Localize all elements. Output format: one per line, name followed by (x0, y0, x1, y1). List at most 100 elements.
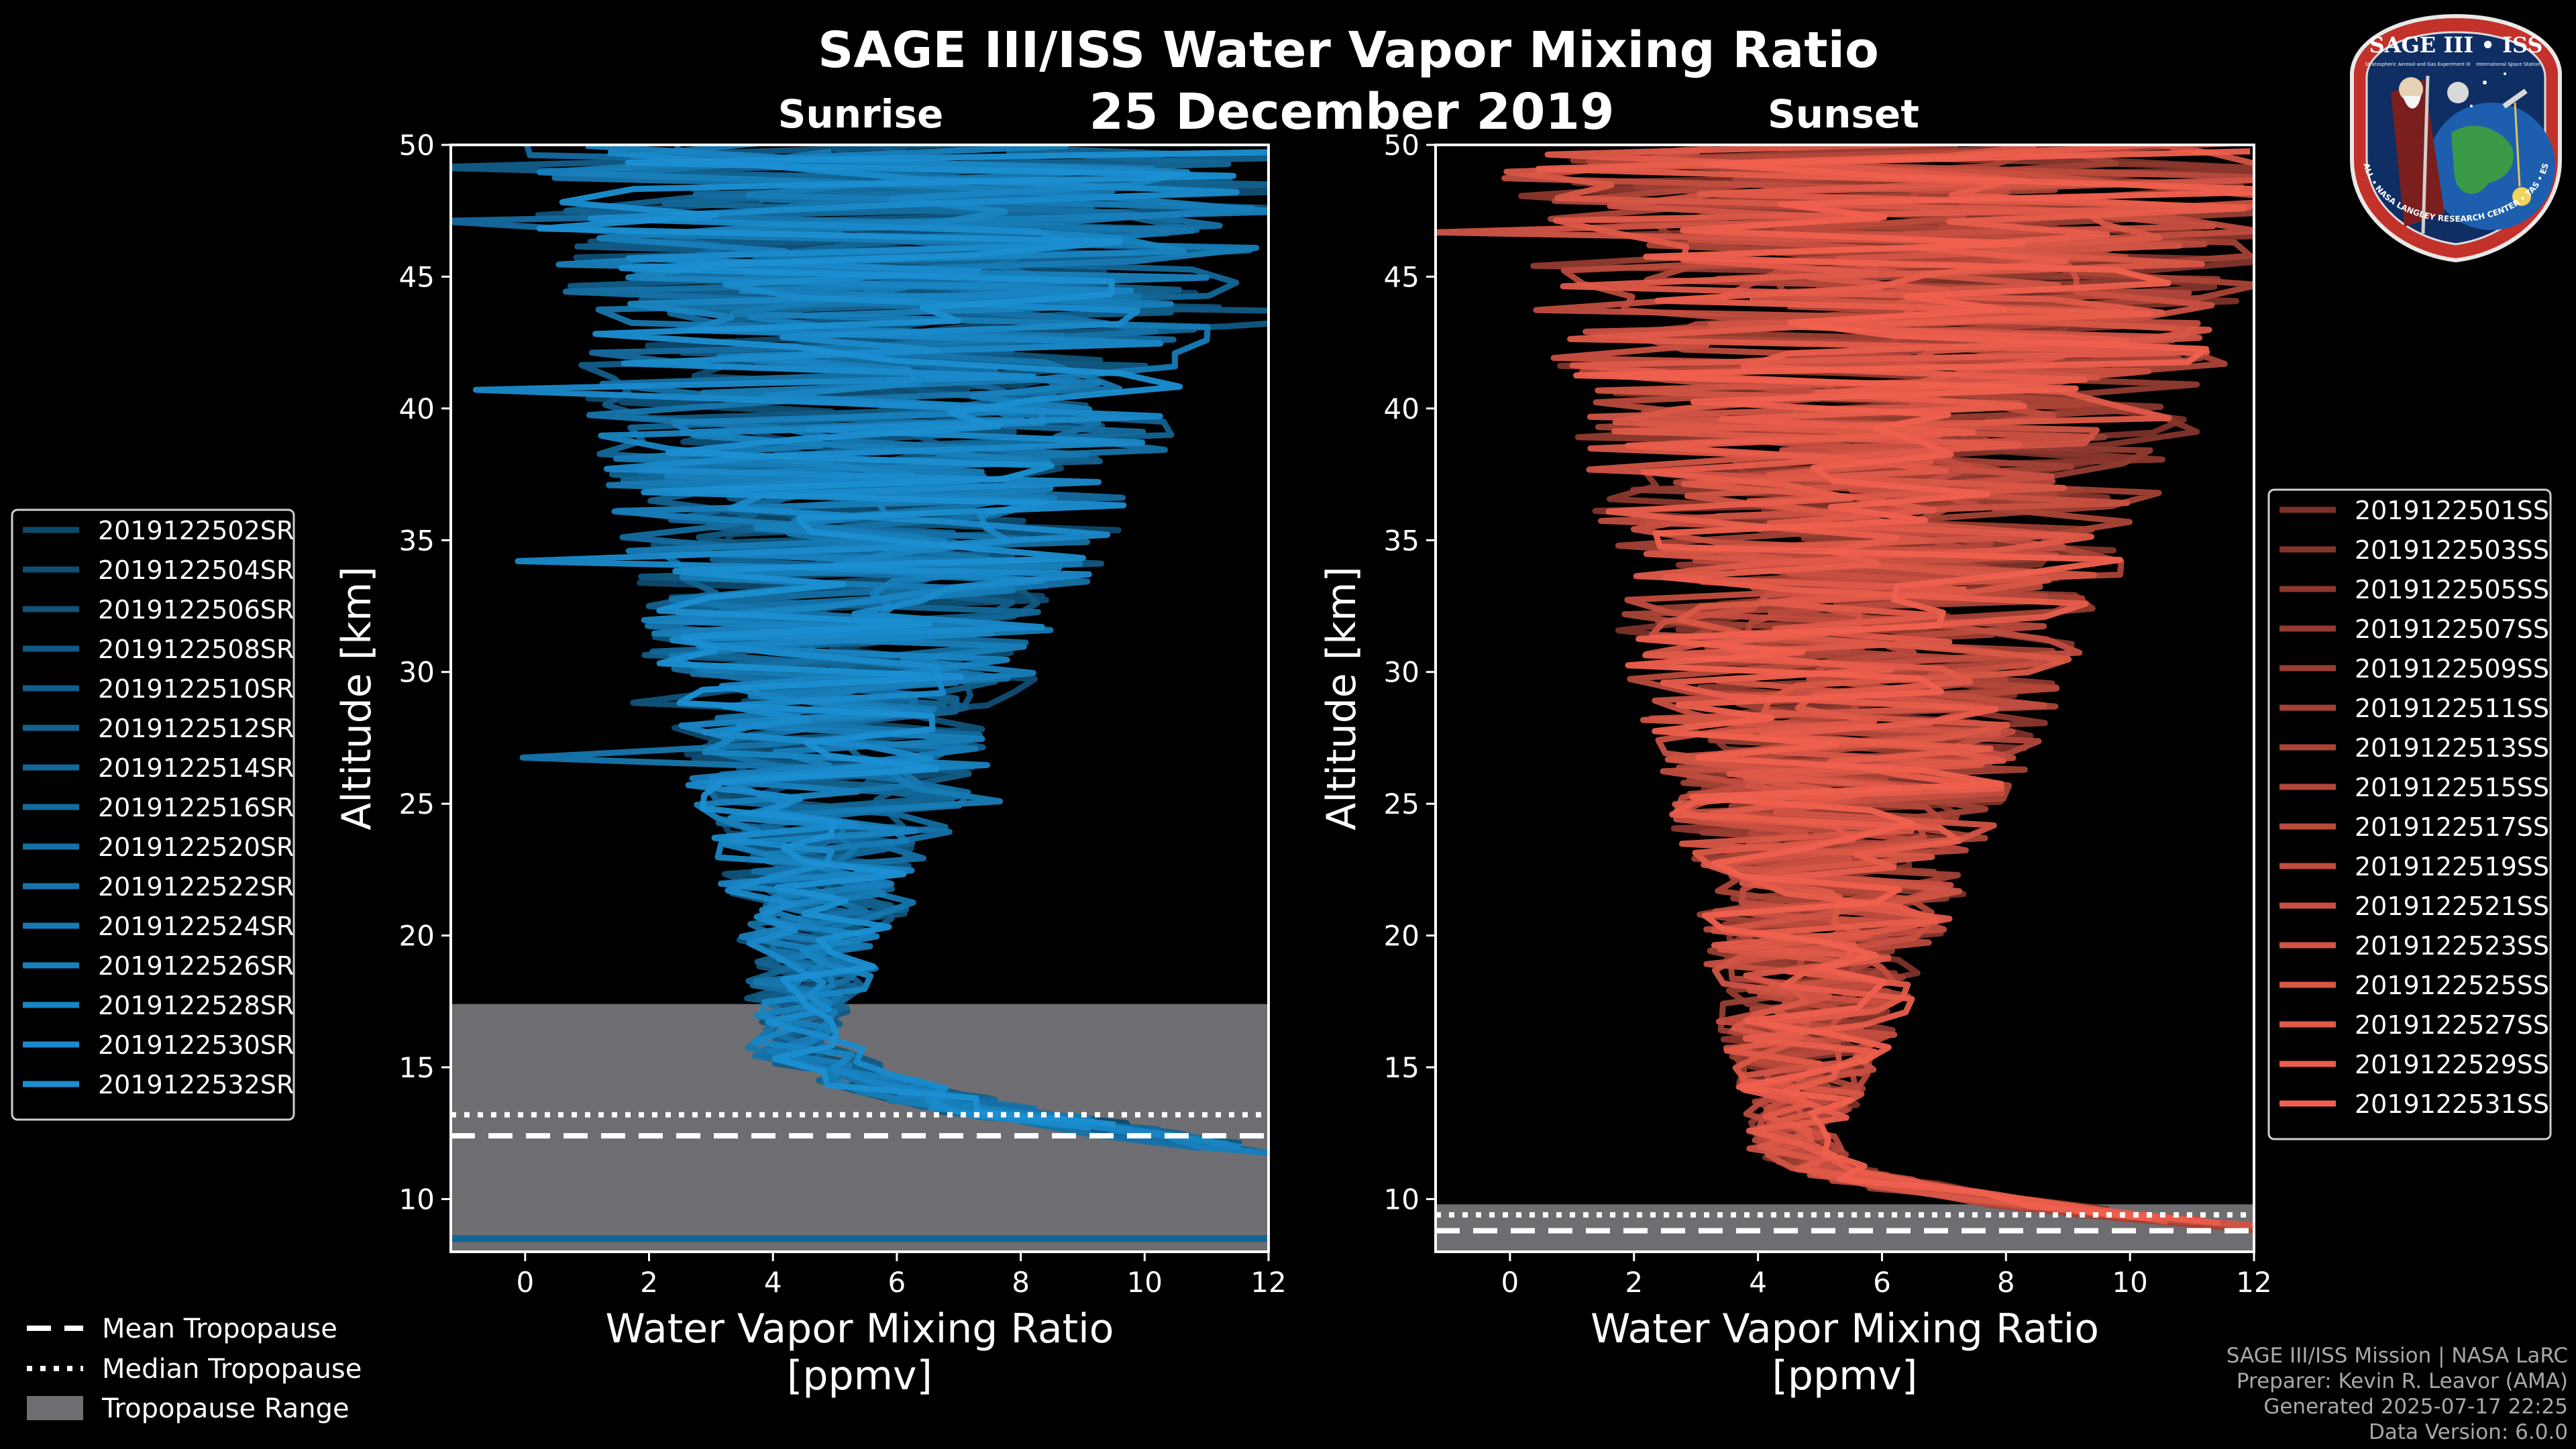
tropo-legend-median-label: Median Tropopause (102, 1354, 362, 1385)
y-axis-label: Altitude [km] (1318, 566, 1365, 830)
x-tick-label: 4 (1749, 1266, 1767, 1299)
legend-entry: 2019122523SS (2355, 931, 2549, 961)
y-tick-label: 15 (1384, 1051, 1419, 1084)
y-tick-label: 45 (1384, 260, 1419, 293)
sunset-panel: 0 2 4 6 8 10 12 10 15 20 25 30 35 40 45 50 Water Vapor M… (1318, 129, 2272, 1399)
profile-line-2019122530SR (472, 150, 1240, 1131)
legend-entry: 2019122510SR (98, 674, 294, 704)
legend-entry: 2019122506SR (98, 595, 294, 625)
footer-credits: SAGE III/ISS Mission | NASA LaRC Prepare… (2226, 1343, 2568, 1445)
legend-entry: 2019122512SR (98, 714, 294, 743)
y-tick-label: 40 (1384, 392, 1419, 425)
tropopause-legend: Mean Tropopause Median Tropopause Tropopau… (27, 1313, 362, 1424)
sunrise-panel: 0 2 4 6 8 10 12 10 15 20 25 30 35 40 45 50 Water Vapor M… (333, 129, 1287, 1399)
chart-date: 25 December 2019 (1089, 83, 1615, 141)
x-tick-label: 0 (516, 1266, 534, 1299)
legend-entry: 2019122505SS (2355, 575, 2549, 604)
legend-box (2267, 488, 2552, 1140)
legend-entry: 2019122530SR (98, 1030, 294, 1060)
tropo-legend-range-label: Tropopause Range (101, 1393, 350, 1424)
legend-entry: 2019122503SS (2355, 535, 2549, 565)
legend-entry: 2019122516SR (98, 793, 294, 822)
legend-entry: 2019122511SS (2355, 694, 2549, 723)
legend-entry: 2019122531SS (2355, 1089, 2549, 1119)
y-tick-label: 40 (399, 392, 435, 425)
x-tick-label: 6 (1873, 1266, 1891, 1299)
x-axis-label: Water Vapor Mixing Ratio (606, 1305, 1114, 1352)
legend-entry: 2019122522SR (98, 872, 294, 902)
y-tick-label: 25 (399, 788, 435, 820)
legend-entry: 2019122519SS (2355, 852, 2549, 881)
legend-entry: 2019122504SR (98, 555, 294, 585)
legend-entry: 2019122517SS (2355, 812, 2549, 842)
badge-top-text: SAGE III • ISS (2369, 32, 2543, 58)
profile-line-2019122520SR (562, 145, 1223, 1151)
y-tick-label: 50 (1384, 129, 1419, 162)
tropo-legend-range-swatch (27, 1396, 83, 1420)
x-tick-label: 2 (1625, 1266, 1643, 1299)
x-tick-label: 10 (1127, 1266, 1163, 1299)
badge-subtitle-right: International Space Station (2476, 62, 2540, 67)
footer-preparer: Preparer: Kevin R. Leavor (AMA) (2236, 1369, 2568, 1393)
legend-entry: 2019122525SS (2355, 971, 2549, 1000)
legend-entry: 2019122532SR (98, 1070, 294, 1099)
x-tick-label: 8 (1012, 1266, 1030, 1299)
sunset-legend: 2019122501SS 2019122503SS 2019122505SS 2019… (2267, 488, 2552, 1140)
legend-entry: 2019122508SR (98, 635, 294, 664)
x-tick-label: 12 (2236, 1266, 2271, 1299)
y-tick-label: 20 (1384, 920, 1419, 953)
x-tick-label: 4 (764, 1266, 782, 1299)
x-axis-label: Water Vapor Mixing Ratio (1591, 1305, 2099, 1352)
y-tick-label: 30 (1384, 656, 1419, 689)
y-tick-label: 35 (399, 524, 435, 557)
y-tick-label: 50 (399, 129, 435, 162)
footer-version: Data Version: 6.0.0 (2368, 1420, 2568, 1444)
y-tick-label: 25 (1384, 788, 1419, 820)
profile-line-2019122529SS (1535, 145, 2248, 1226)
sunrise-subtitle: Sunrise (778, 91, 944, 137)
sage-mission-patch: SAGE III • ISS Stratospheric Aerosol and… (2344, 12, 2562, 263)
y-tick-label: 10 (399, 1183, 435, 1216)
y-tick-label: 35 (1384, 524, 1419, 557)
legend-entry: 2019122526SR (98, 951, 294, 981)
y-tick-label: 20 (399, 920, 435, 953)
sunset-subtitle: Sunset (1768, 91, 1919, 137)
axes-frame (1434, 144, 2255, 1253)
legend-entry: 2019122520SR (98, 833, 294, 862)
y-tick-label: 15 (399, 1051, 435, 1084)
footer-generated: Generated 2025-07-17 22:25 (2263, 1395, 2568, 1419)
y-axis-label: Altitude [km] (333, 566, 380, 830)
x-tick-label: 12 (1250, 1266, 1286, 1299)
x-tick-label: 10 (2112, 1266, 2147, 1299)
badge-subtitle-left: Stratospheric Aerosol and Gas Experiment… (2365, 62, 2470, 67)
legend-entry: 2019122501SS (2355, 496, 2549, 525)
legend-entry: 2019122509SS (2355, 654, 2549, 684)
legend-entry: 2019122528SR (98, 991, 294, 1020)
legend-box (11, 508, 295, 1121)
x-axis-unit: [ppmv] (787, 1352, 932, 1399)
tropo-legend-mean-label: Mean Tropopause (102, 1313, 337, 1344)
legend-entry: 2019122502SR (98, 516, 294, 545)
legend-entry: 2019122529SS (2355, 1050, 2549, 1079)
legend-entry: 2019122514SR (98, 753, 294, 783)
y-tick-label: 10 (1384, 1183, 1419, 1216)
x-tick-label: 2 (640, 1266, 658, 1299)
legend-entry: 2019122521SS (2355, 892, 2549, 921)
legend-entry: 2019122527SS (2355, 1010, 2549, 1040)
footer-mission: SAGE III/ISS Mission | NASA LaRC (2226, 1344, 2568, 1368)
legend-entry: 2019122513SS (2355, 733, 2549, 763)
legend-entry: 2019122507SS (2355, 614, 2549, 644)
x-tick-label: 6 (888, 1266, 906, 1299)
y-tick-label: 30 (399, 656, 435, 689)
legend-entry: 2019122515SS (2355, 773, 2549, 802)
y-tick-label: 45 (399, 260, 435, 293)
x-tick-label: 8 (1997, 1266, 2015, 1299)
x-axis-unit: [ppmv] (1772, 1352, 1918, 1399)
chart-title: SAGE III/ISS Water Vapor Mixing Ratio (818, 21, 1879, 79)
sunrise-legend: 2019122502SR 2019122504SR 2019122506SR 2019… (11, 508, 295, 1121)
profile-line-2019122532SR (536, 149, 1269, 1128)
profile-line-2019122531SS (1573, 148, 2254, 1222)
legend-entry: 2019122524SR (98, 912, 294, 941)
x-tick-label: 0 (1501, 1266, 1519, 1299)
